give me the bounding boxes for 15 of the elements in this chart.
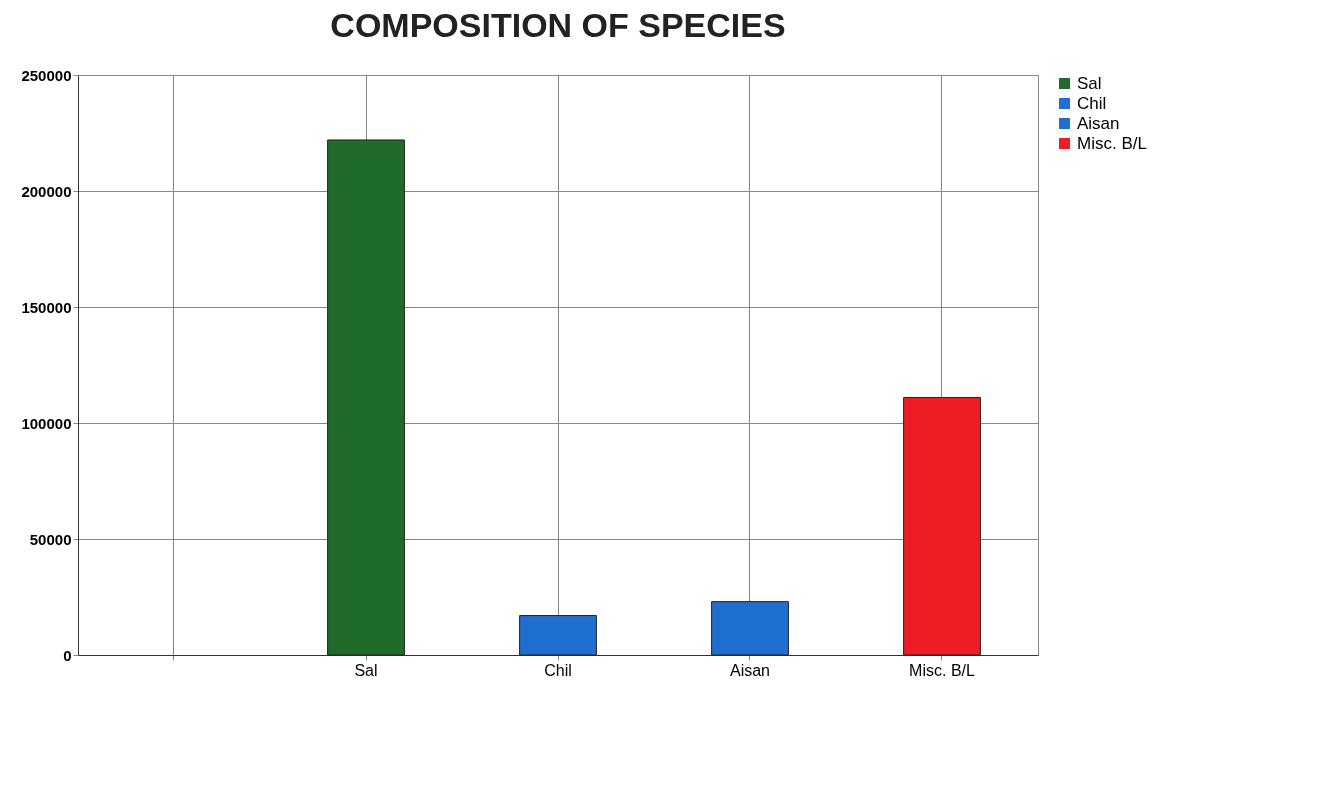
x-tick-label: Chil xyxy=(544,661,572,679)
legend-label: Misc. B/L xyxy=(1077,133,1147,153)
legend-label: Sal xyxy=(1077,73,1102,93)
y-tick-label: 100000 xyxy=(21,414,72,432)
y-tick-label: 0 xyxy=(63,646,72,664)
x-tick-label: Misc. B/L xyxy=(909,661,975,679)
chart-title: COMPOSITION OF SPECIES xyxy=(330,6,786,44)
y-tick-label: 150000 xyxy=(21,298,72,316)
y-tick-label: 200000 xyxy=(21,182,72,200)
legend-label: Aisan xyxy=(1077,113,1120,133)
y-tick-label: 50000 xyxy=(29,530,72,548)
legend-label: Chil xyxy=(1077,93,1107,113)
y-tick-label: 250000 xyxy=(21,66,72,84)
x-tick-label: Sal xyxy=(354,661,378,679)
x-tick-label: Aisan xyxy=(729,661,771,679)
